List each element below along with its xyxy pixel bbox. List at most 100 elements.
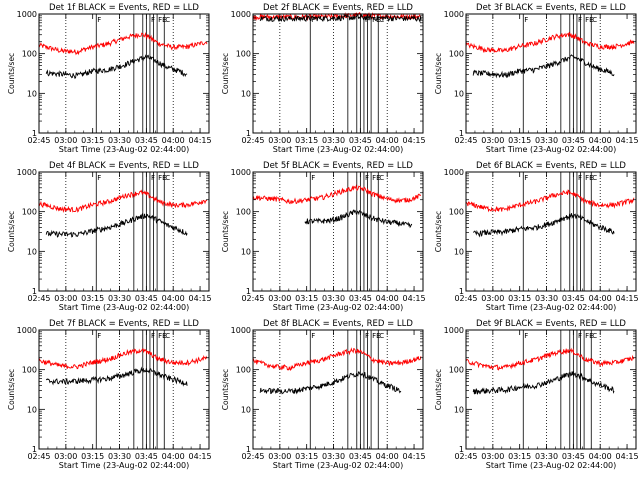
x-tick-label: 04:15 <box>616 136 639 145</box>
y-tick-label: 10 <box>27 247 37 256</box>
y-tick-label: 1 <box>32 287 37 296</box>
x-tick-label: 03:30 <box>535 452 558 461</box>
x-tick-label: 03:45 <box>349 452 372 461</box>
x-tick-label: 03:30 <box>108 294 131 303</box>
lld-trace <box>38 348 208 370</box>
events-trace <box>473 213 615 238</box>
x-tick-label: 04:15 <box>403 136 426 145</box>
lld-trace <box>465 347 635 371</box>
plot-frame <box>38 13 210 134</box>
x-axis-label: Start Time (23-Aug-02 02:44:00) <box>486 145 617 154</box>
marker-label: C <box>165 174 170 182</box>
x-tick-label: 03:15 <box>295 452 318 461</box>
marker-label: F <box>365 174 369 182</box>
x-tick-label: 04:15 <box>616 294 639 303</box>
marker-label: FE <box>158 174 166 182</box>
x-tick-label: 03:15 <box>81 294 104 303</box>
x-tick-label: 03:45 <box>349 136 372 145</box>
x-tick-label: 04:00 <box>162 136 185 145</box>
y-tick-label: 1 <box>246 287 251 296</box>
y-axis-label: Counts/sec <box>7 369 16 410</box>
x-tick-label: 03:30 <box>322 294 345 303</box>
y-tick-label: 10 <box>27 89 37 98</box>
y-tick-label: 10 <box>27 405 37 414</box>
x-axis-label: Start Time (23-Aug-02 02:44:00) <box>486 461 617 470</box>
lld-trace <box>38 189 208 213</box>
y-axis-label: Counts/sec <box>7 211 16 252</box>
y-axis-label: Counts/sec <box>434 369 443 410</box>
x-tick-label: 04:00 <box>589 136 612 145</box>
y-tick-label: 1000 <box>17 168 37 177</box>
x-tick-label: 03:15 <box>81 136 104 145</box>
x-tick-label: 03:00 <box>481 136 504 145</box>
y-tick-label: 1 <box>32 129 37 138</box>
marker-label: F <box>97 16 101 24</box>
x-tick-label: 03:30 <box>108 136 131 145</box>
x-tick-label: 03:45 <box>135 294 158 303</box>
marker-label: F <box>365 16 369 24</box>
x-tick-label: 03:30 <box>322 452 345 461</box>
marker-label: C <box>165 16 170 24</box>
x-tick-label: 02:45 <box>454 452 477 461</box>
x-tick-label: 02:45 <box>27 452 50 461</box>
marker-label: C <box>379 174 384 182</box>
marker-label: FE <box>585 16 593 24</box>
x-tick-label: 04:00 <box>589 452 612 461</box>
x-tick-label: 03:15 <box>508 294 531 303</box>
events-trace <box>472 54 615 79</box>
y-tick-label: 10 <box>241 405 251 414</box>
lld-trace <box>465 31 635 54</box>
x-tick-label: 03:45 <box>135 136 158 145</box>
lld-trace <box>252 347 422 371</box>
y-tick-label: 1000 <box>231 10 251 19</box>
plot-frame <box>252 171 424 292</box>
x-tick-label: 03:00 <box>54 136 77 145</box>
y-tick-label: 10 <box>241 247 251 256</box>
marker-label: F <box>311 174 315 182</box>
y-tick-label: 1000 <box>17 326 37 335</box>
y-axis-label: Counts/sec <box>434 211 443 252</box>
panel-title: Det 2f BLACK = Events, RED = LLD <box>263 3 413 13</box>
marker-label: F <box>578 332 582 340</box>
marker-label: F <box>311 16 315 24</box>
marker-label: C <box>592 332 597 340</box>
x-axis-label: Start Time (23-Aug-02 02:44:00) <box>273 303 404 312</box>
plot-frame <box>465 171 637 292</box>
y-tick-label: 1000 <box>444 10 464 19</box>
marker-label: FE <box>585 332 593 340</box>
x-tick-label: 04:00 <box>376 294 399 303</box>
marker-label: FE <box>158 332 166 340</box>
marker-label: F <box>151 174 155 182</box>
x-tick-label: 04:00 <box>376 452 399 461</box>
x-tick-label: 04:15 <box>616 452 639 461</box>
x-tick-label: 03:15 <box>295 294 318 303</box>
marker-label: F <box>97 174 101 182</box>
x-tick-label: 03:45 <box>135 452 158 461</box>
events-trace <box>259 13 422 24</box>
x-tick-label: 04:00 <box>162 294 185 303</box>
panel-title: Det 9f BLACK = Events, RED = LLD <box>476 319 626 329</box>
events-trace <box>45 366 188 387</box>
marker-label: F <box>524 16 528 24</box>
marker-label: C <box>379 16 384 24</box>
x-axis-label: Start Time (23-Aug-02 02:44:00) <box>59 145 190 154</box>
y-tick-label: 10 <box>454 89 464 98</box>
x-tick-label: 02:45 <box>241 136 264 145</box>
y-axis-label: Counts/sec <box>221 53 230 94</box>
y-tick-label: 100 <box>236 366 251 375</box>
marker-label: F <box>524 332 528 340</box>
y-tick-label: 1000 <box>444 168 464 177</box>
y-tick-label: 1000 <box>17 10 37 19</box>
y-tick-label: 100 <box>22 208 37 217</box>
y-axis-label: Counts/sec <box>221 369 230 410</box>
y-tick-label: 1 <box>246 445 251 454</box>
x-tick-label: 02:45 <box>27 294 50 303</box>
x-axis-label: Start Time (23-Aug-02 02:44:00) <box>273 145 404 154</box>
y-tick-label: 1 <box>459 445 464 454</box>
x-tick-label: 03:30 <box>535 294 558 303</box>
lld-trace <box>252 184 422 205</box>
x-tick-label: 03:15 <box>81 452 104 461</box>
